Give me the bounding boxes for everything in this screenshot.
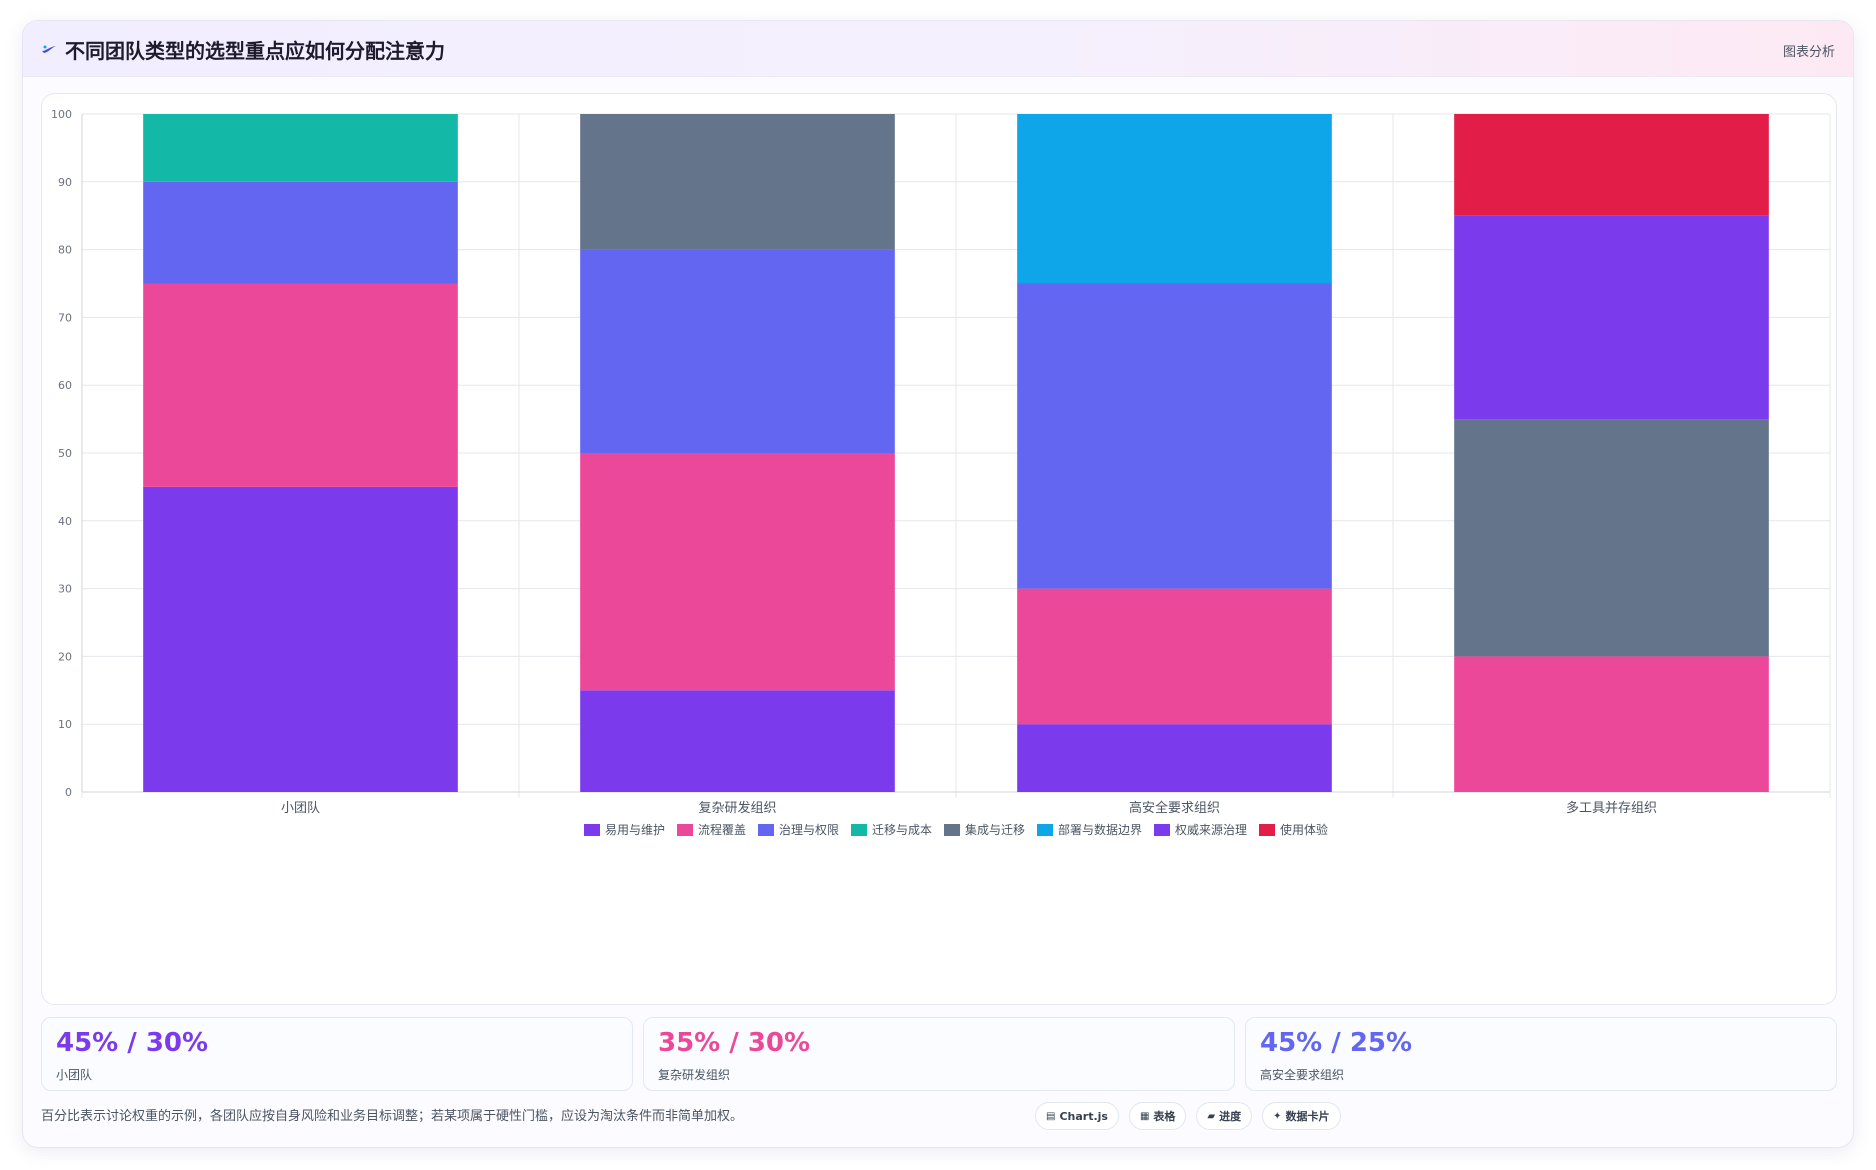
stat-card-high-security: 45% / 25% 高安全要求组织	[1245, 1017, 1837, 1091]
legend-swatch	[1154, 824, 1171, 836]
bar-segment	[1454, 419, 1769, 657]
legend-swatch	[583, 824, 600, 836]
footnote: 百分比表示讨论权重的示例，各团队应按自身风险和业务目标调整；若某项属于硬性门槛，…	[41, 1109, 744, 1124]
sparkle-icon	[42, 45, 56, 53]
chip-label: 表格	[1153, 1110, 1176, 1123]
stat-value: 45% / 30%	[56, 1028, 209, 1058]
y-tick-label: 50	[58, 447, 72, 460]
legend-swatch	[850, 824, 867, 836]
y-tick-label: 100	[51, 108, 72, 121]
legend-label: 使用体验	[1280, 822, 1328, 837]
bar-segment	[580, 114, 895, 250]
chip-progress[interactable]: ▰ 进度	[1196, 1102, 1253, 1130]
y-tick-label: 30	[58, 583, 72, 596]
y-tick-label: 10	[58, 718, 72, 731]
chip-data-card[interactable]: ✦ 数据卡片	[1262, 1102, 1341, 1130]
legend-swatch	[1037, 824, 1054, 836]
bar-segment	[580, 249, 895, 453]
stat-card-complex-org: 35% / 30% 复杂研发组织	[643, 1017, 1235, 1091]
chip-label: 数据卡片	[1285, 1110, 1330, 1123]
chart-card: 不同团队类型的选型重点应如何分配注意力 图表分析 0 10 20 30 40 50 60 70…	[22, 20, 1854, 1148]
bar-segment	[1454, 114, 1769, 216]
stat-card-small-team: 45% / 30% 小团队	[41, 1017, 633, 1091]
legend-swatch	[943, 824, 960, 836]
chip-table[interactable]: ▦ 表格	[1128, 1102, 1187, 1130]
card-icon: ✦	[1273, 1110, 1282, 1122]
bar-segment	[1017, 283, 1332, 589]
bar-segment	[1017, 724, 1332, 792]
page-title: 不同团队类型的选型重点应如何分配注意力	[65, 39, 445, 63]
bar-segment	[143, 283, 458, 487]
feature-chips: ▤ Chart.js ▦ 表格 ▰ 进度 ✦ 数据卡片	[1035, 1102, 1341, 1130]
progress-icon: ▰	[1207, 1110, 1216, 1122]
legend-label: 易用与维护	[605, 823, 665, 837]
chip-label: Chart.js	[1059, 1109, 1108, 1123]
y-tick-label: 20	[58, 650, 72, 663]
bar-segment	[1017, 588, 1332, 725]
bar-segment	[580, 453, 895, 691]
y-tick-label: 70	[58, 311, 72, 324]
x-tick-label: 高安全要求组织	[1129, 800, 1220, 816]
table-icon: ▦	[1139, 1110, 1150, 1122]
bar-segment	[580, 690, 895, 792]
chart-icon: ▤	[1046, 1110, 1056, 1122]
stat-value: 35% / 30%	[658, 1028, 811, 1058]
x-tick-label: 小团队	[281, 801, 320, 816]
card-header: 不同团队类型的选型重点应如何分配注意力 图表分析	[23, 21, 1853, 77]
bar-segment	[1017, 114, 1332, 284]
bar-segment	[1454, 656, 1769, 792]
legend-label: 治理与权限	[779, 823, 839, 837]
stacked-bar-chart: 0 10 20 30 40 50 60 70 80 90 100 小团队 复杂研发组织 高安全要求组织 多工…	[51, 108, 1831, 837]
legend-swatch	[676, 824, 693, 836]
legend-swatch	[1259, 824, 1276, 836]
bar-segment	[143, 181, 458, 284]
y-tick-label: 0	[65, 786, 72, 799]
legend-label: 迁移与成本	[872, 823, 932, 837]
x-tick-label: 复杂研发组织	[698, 800, 776, 816]
bar-segment	[143, 486, 458, 792]
y-tick-label: 40	[58, 515, 72, 528]
bar-segment	[143, 114, 458, 182]
y-tick-label: 80	[58, 244, 72, 257]
legend-label: 部署与数据边界	[1058, 822, 1142, 837]
chip-label: 进度	[1219, 1110, 1242, 1123]
header-tag: 图表分析	[1782, 45, 1835, 60]
stat-label: 高安全要求组织	[1260, 1068, 1345, 1082]
chip-chartjs[interactable]: ▤ Chart.js	[1035, 1102, 1119, 1130]
legend-label: 权威来源治理	[1175, 823, 1247, 837]
x-tick-label: 多工具并存组织	[1566, 800, 1657, 816]
stat-label: 复杂研发组织	[658, 1068, 731, 1082]
bar-segment	[1454, 215, 1769, 420]
stat-value: 45% / 25%	[1260, 1028, 1413, 1058]
legend-swatch	[757, 824, 774, 836]
stat-label: 小团队	[56, 1068, 93, 1082]
y-tick-label: 90	[58, 176, 72, 189]
legend-label: 流程覆盖	[698, 822, 746, 837]
legend-label: 集成与迁移	[965, 822, 1025, 837]
y-tick-label: 60	[58, 379, 72, 392]
chart-panel: 0 10 20 30 40 50 60 70 80 90 100 小团队 复杂研发组织 高安全要求组织 多工…	[41, 93, 1837, 1005]
